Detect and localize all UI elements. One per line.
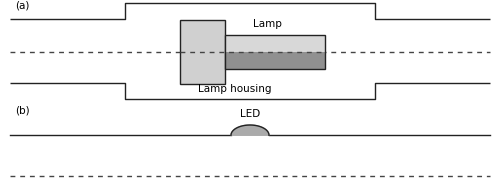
Bar bbox=[225, 52, 325, 69]
Polygon shape bbox=[231, 125, 269, 135]
Bar bbox=[225, 35, 325, 52]
Text: (a): (a) bbox=[15, 1, 30, 11]
Bar bbox=[225, 35, 325, 69]
Text: LED: LED bbox=[240, 108, 260, 118]
Text: Lamp housing: Lamp housing bbox=[198, 84, 272, 94]
Text: (b): (b) bbox=[15, 105, 30, 115]
Bar bbox=[180, 20, 225, 84]
Text: Lamp: Lamp bbox=[253, 19, 282, 29]
